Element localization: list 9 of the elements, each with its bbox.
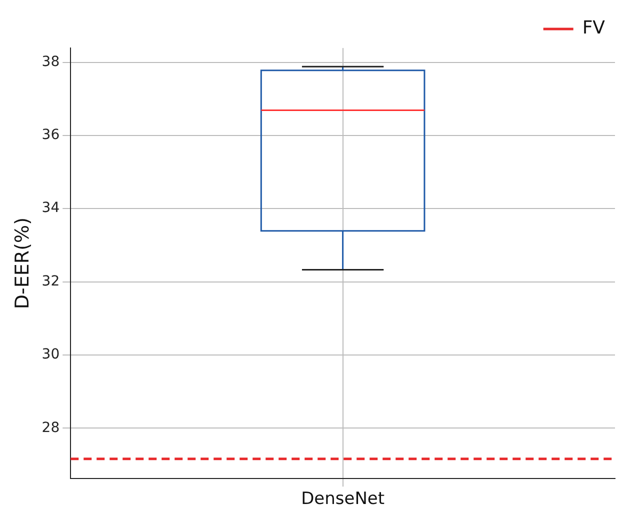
y-tick-label: 34 [42,200,60,216]
y-tick-label: 36 [42,127,60,144]
y-tick-label: 28 [42,420,60,436]
y-tick-label: 32 [42,273,60,290]
legend-label: FV [582,18,606,39]
x-tick-label: DenseNet [301,489,385,510]
y-tick-label: 38 [42,54,60,70]
y-tick-label: 30 [42,346,60,363]
y-axis-title: D-EER(%) [11,218,34,310]
